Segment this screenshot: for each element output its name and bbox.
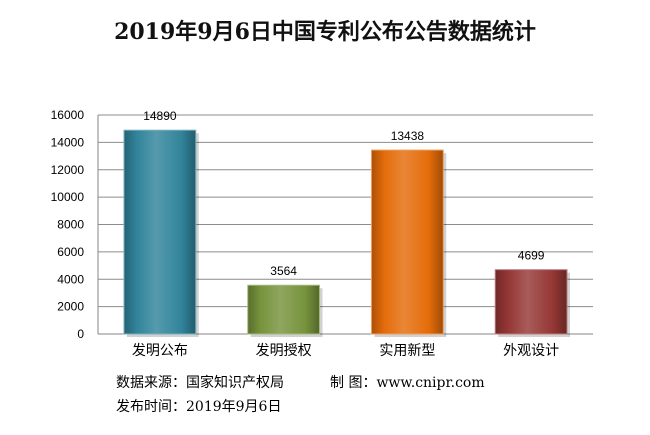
y-tick-label: 12000 [51, 163, 85, 177]
chart-maker-text: 制 图：www.cnipr.com [330, 375, 485, 391]
data-label: 14890 [143, 109, 177, 123]
data-source-text: 数据来源：国家知识产权局 [116, 375, 284, 391]
publish-date-text: 发布时间：2019年9月6日 [116, 399, 281, 415]
data-label: 13438 [391, 129, 425, 143]
data-label: 4699 [518, 249, 545, 263]
y-tick-label: 14000 [51, 135, 85, 149]
x-tick-label: 外观设计 [503, 343, 559, 359]
y-tick-label: 0 [77, 327, 84, 341]
footer-row-2: 发布时间：2019年9月6日 [116, 396, 281, 416]
bars [124, 130, 570, 337]
x-tick-label: 发明公布 [132, 343, 188, 359]
data-label: 3564 [270, 264, 297, 278]
x-tick-label: 发明授权 [256, 343, 312, 359]
bar-3 [371, 150, 443, 334]
bar-1 [124, 130, 196, 334]
y-tick-label: 6000 [57, 245, 84, 259]
bar-2 [248, 285, 320, 334]
footer-row-1: 数据来源：国家知识产权局 制 图：www.cnipr.com [116, 372, 485, 392]
bar-4 [495, 270, 567, 334]
y-tick-label: 2000 [57, 300, 84, 314]
x-tick-label: 实用新型 [379, 343, 435, 359]
y-tick-label: 16000 [51, 108, 85, 122]
y-tick-label: 4000 [57, 272, 84, 286]
y-tick-label: 8000 [57, 218, 84, 232]
y-tick-label: 10000 [51, 190, 85, 204]
